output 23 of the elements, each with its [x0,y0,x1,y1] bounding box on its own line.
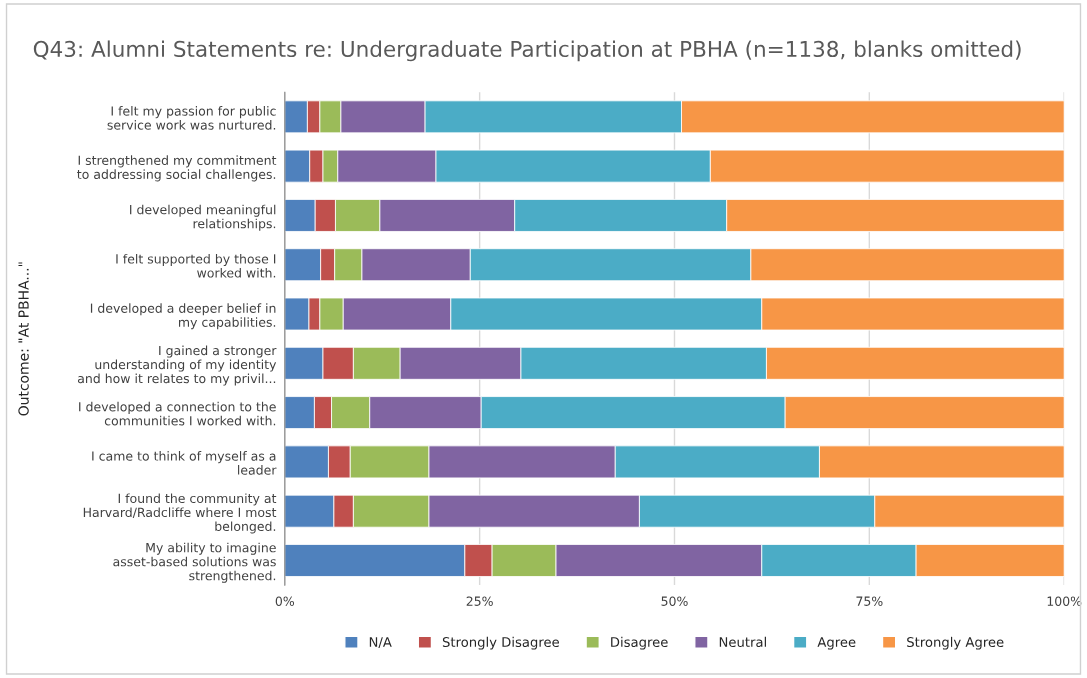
legend-label: Strongly Agree [907,636,1004,650]
y-tick-label: I came to think of myself as a leader [92,451,277,475]
x-tick-label: 75% [856,596,883,606]
y-tick-label: I found the community at Harvard/Radcliffe where I most belonged. [83,493,277,534]
y-tick-label: I gained a stronger understanding of my identity and how it relates to my privil... [77,345,277,386]
legend-label: Strongly Disagree [442,636,559,650]
y-tick-label: I felt supported by those I worked with. [116,253,276,278]
y-tick-label: I developed meaningful relationships. [130,204,276,231]
y-tick-label: I strengthened my commitment to addressing social challenges. [77,155,277,182]
legend-label: Agree [817,637,856,650]
y-tick-label: I developed a connection to the communities I worked with. [79,401,276,426]
legend-label: Disagree [611,636,668,650]
x-tick-label: 25% [466,596,493,606]
y-axis-title: Outcome: "At PBHA..." [18,262,29,416]
chart-title: Q43: Alumni Statements re: Undergraduate Participation at PBHA (n=1138, blanks omitted) [33,40,1021,62]
x-tick-label: 50% [661,596,688,606]
x-tick-label: 0% [275,596,295,606]
y-tick-label: I developed a deeper belief in my capabilities. [90,303,276,330]
x-tick-label: 100% [1047,596,1082,606]
y-tick-label: I felt my passion for public service work was nurtured. [107,106,276,130]
y-tick-label: My ability to imagine asset-based solutions was strengthened. [113,542,276,583]
legend-label: N/A [369,637,392,649]
legend-label: Neutral [719,636,766,648]
